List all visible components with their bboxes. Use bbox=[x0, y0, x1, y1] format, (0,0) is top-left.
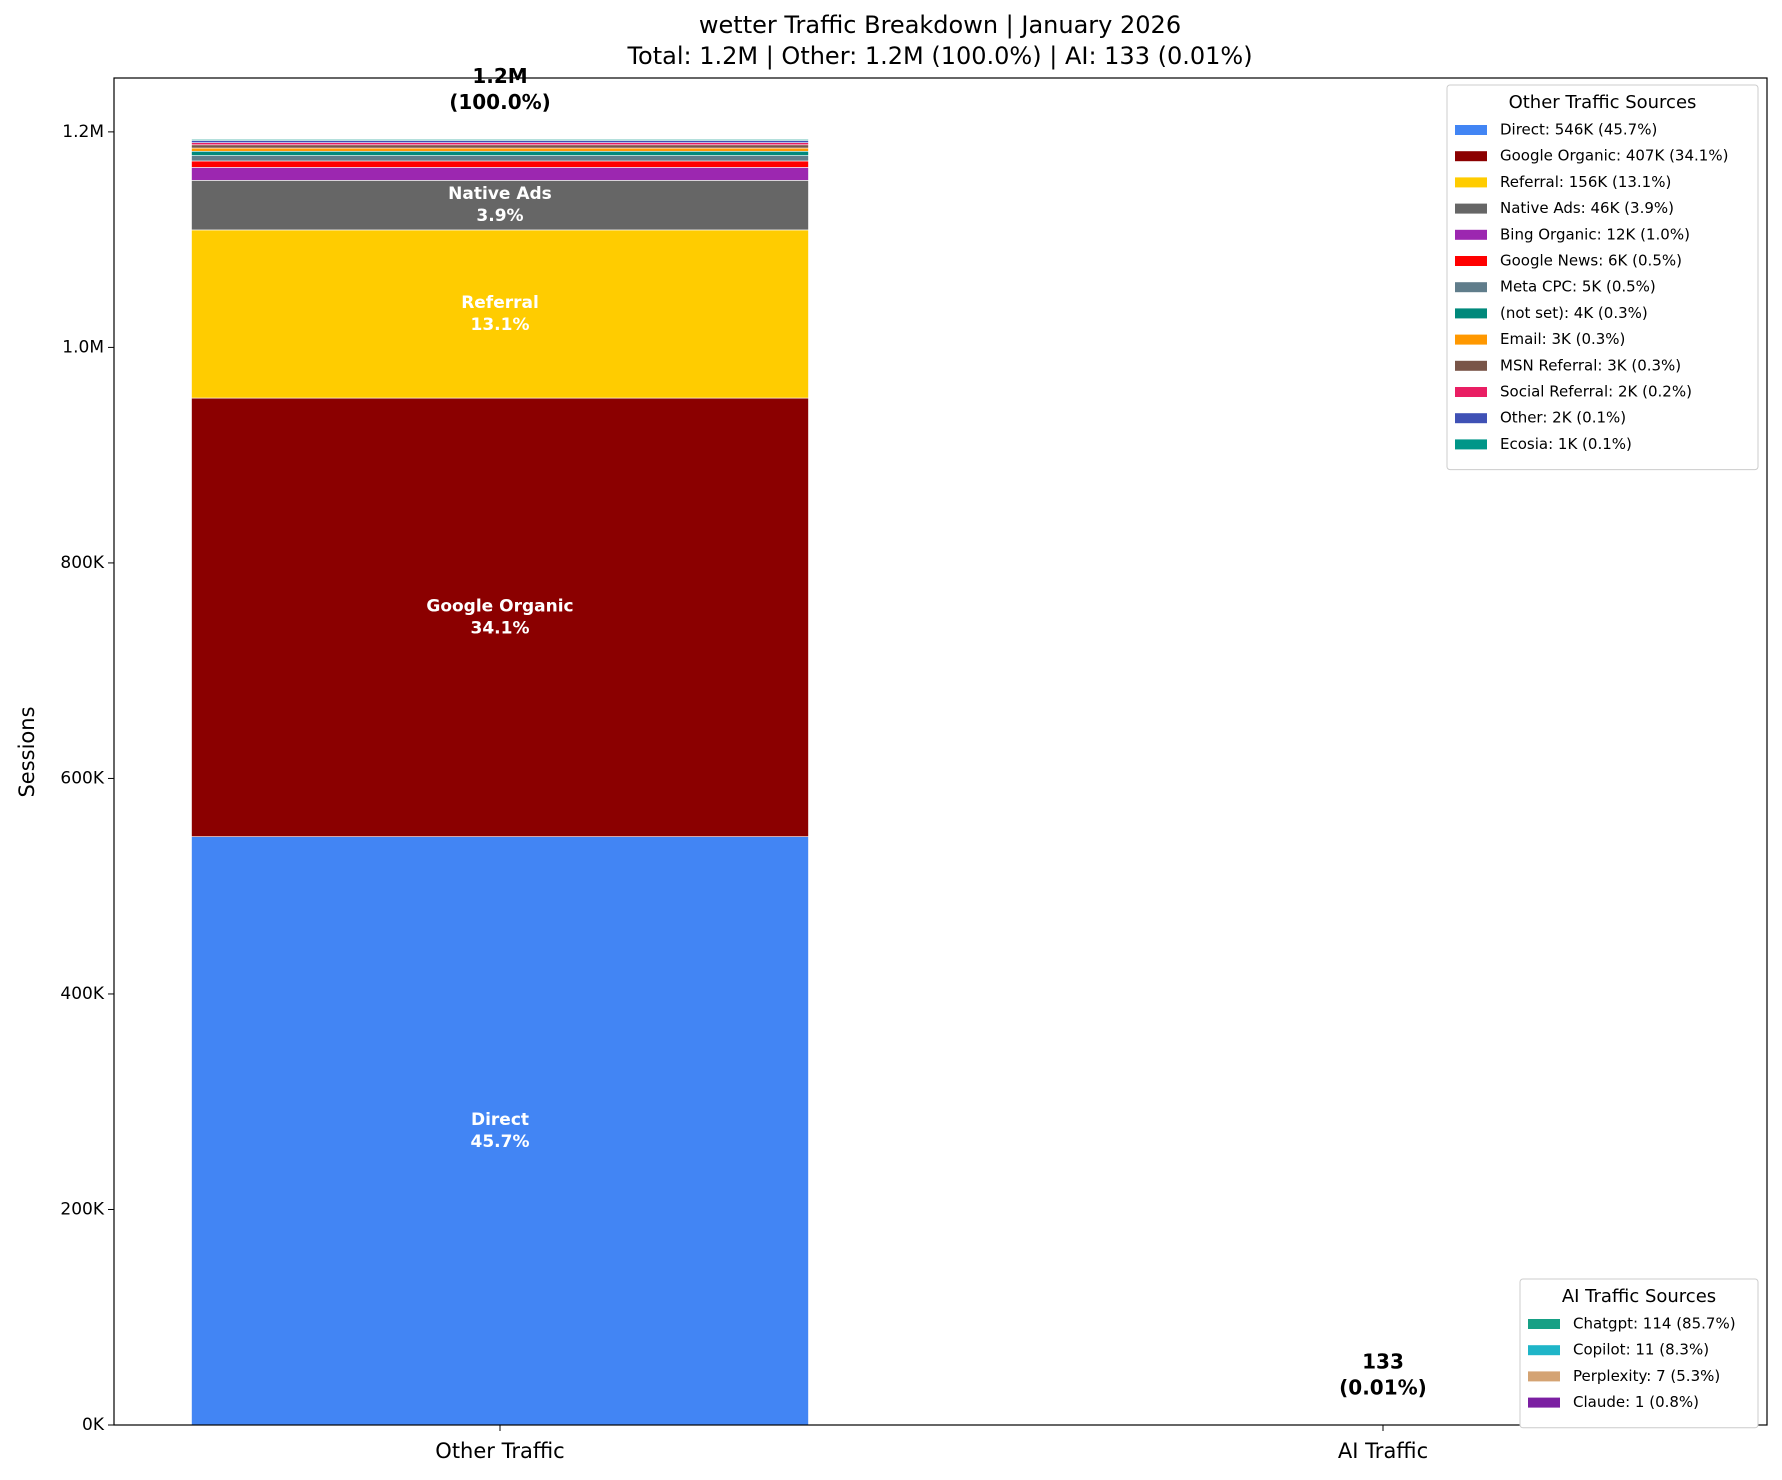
legend-label: Social Referral: 2K (0.2%) bbox=[1500, 383, 1692, 401]
legend-swatch bbox=[1455, 334, 1487, 345]
legend-swatch bbox=[1455, 439, 1487, 450]
bar-segment bbox=[191, 397, 809, 837]
segment-label: Referral bbox=[461, 293, 539, 313]
legend-box bbox=[1446, 84, 1759, 471]
y-tick-label: 1.0M bbox=[62, 337, 104, 357]
bar-segment bbox=[191, 140, 809, 143]
y-tick-label: 1.2M bbox=[62, 122, 104, 142]
legend-label: Bing Organic: 12K (1.0%) bbox=[1500, 225, 1690, 243]
total-share: (0.01%) bbox=[1339, 1375, 1427, 1399]
legend-label: Referral: 156K (13.1%) bbox=[1500, 173, 1671, 191]
segment-share: 34.1% bbox=[471, 618, 530, 638]
legend-swatch bbox=[1528, 1319, 1560, 1329]
bar-segment bbox=[191, 155, 809, 162]
legend-label: Chatgpt: 114 (85.7%) bbox=[1573, 1315, 1736, 1333]
legend-label: Other: 2K (0.1%) bbox=[1500, 409, 1626, 427]
segment-share: 3.9% bbox=[476, 206, 523, 226]
legend-label: Native Ads: 46K (3.9%) bbox=[1500, 199, 1674, 217]
segment-share: 45.7% bbox=[471, 1132, 530, 1152]
bar-segment bbox=[191, 144, 809, 149]
y-tick-label: 200K bbox=[60, 1199, 104, 1219]
legend-swatch bbox=[1455, 203, 1487, 214]
bar-segment bbox=[191, 160, 809, 168]
y-tick-label: 0K bbox=[82, 1415, 105, 1435]
legend-swatch bbox=[1455, 282, 1487, 293]
legend-swatch bbox=[1455, 360, 1487, 371]
x-tick-label: Other Traffic bbox=[435, 1439, 564, 1463]
legend-label: Copilot: 11 (8.3%) bbox=[1573, 1341, 1709, 1359]
legend-title: AI Traffic Sources bbox=[1562, 1286, 1716, 1307]
legend-label: Direct: 546K (45.7%) bbox=[1500, 121, 1657, 139]
x-tick-label: AI Traffic bbox=[1338, 1439, 1428, 1463]
segment-label: Direct bbox=[471, 1110, 529, 1130]
legend-swatch bbox=[1455, 387, 1487, 397]
segment-label: Native Ads bbox=[448, 184, 552, 204]
legend-swatch bbox=[1455, 177, 1487, 188]
legend-label: MSN Referral: 3K (0.3%) bbox=[1500, 356, 1681, 374]
chart-title: wetter Traffic Breakdown | January 2026 bbox=[699, 11, 1181, 39]
legend-label: Claude: 1 (0.8%) bbox=[1573, 1393, 1699, 1411]
y-tick-label: 400K bbox=[60, 984, 104, 1004]
y-tick-label: 800K bbox=[60, 553, 104, 573]
bar-segment bbox=[191, 836, 809, 1426]
y-axis-label: Sessions bbox=[15, 706, 39, 797]
legend-swatch bbox=[1455, 308, 1487, 319]
total-label: 1.2M bbox=[472, 64, 527, 88]
bar-segment bbox=[191, 180, 809, 231]
bar-segment bbox=[191, 139, 809, 141]
segment-share: 13.1% bbox=[471, 315, 530, 335]
total-label: 133 bbox=[1362, 1349, 1404, 1373]
total-share: (100.0%) bbox=[449, 90, 551, 114]
legend-label: (not set): 4K (0.3%) bbox=[1500, 304, 1648, 322]
legend-swatch bbox=[1455, 151, 1487, 162]
legend-label: Email: 3K (0.3%) bbox=[1500, 330, 1625, 348]
legend-swatch bbox=[1455, 256, 1487, 266]
bar-segment bbox=[191, 142, 809, 146]
bar-segment bbox=[191, 229, 809, 399]
legend-swatch bbox=[1528, 1397, 1560, 1408]
legend-label: Google News: 6K (0.5%) bbox=[1500, 252, 1682, 270]
legend-label: Meta CPC: 5K (0.5%) bbox=[1500, 278, 1656, 296]
legend-swatch bbox=[1455, 125, 1487, 135]
bar-segment bbox=[191, 147, 809, 152]
legend-swatch bbox=[1455, 229, 1487, 240]
y-tick-label: 600K bbox=[60, 768, 104, 788]
chart-subtitle: Total: 1.2M | Other: 1.2M (100.0%) | AI:… bbox=[626, 42, 1252, 70]
segment-label: Google Organic bbox=[426, 596, 573, 616]
legend-label: Google Organic: 407K (34.1%) bbox=[1500, 147, 1728, 165]
legend-swatch bbox=[1528, 1371, 1560, 1382]
legend-swatch bbox=[1528, 1345, 1560, 1356]
legend-box bbox=[1519, 1278, 1759, 1429]
legend-label: Ecosia: 1K (0.1%) bbox=[1500, 435, 1632, 453]
bar-segment bbox=[191, 167, 809, 181]
legend-swatch bbox=[1455, 413, 1487, 424]
legend-label: Perplexity: 7 (5.3%) bbox=[1573, 1367, 1720, 1385]
bar-segment bbox=[191, 150, 809, 156]
plot-frame bbox=[113, 77, 1768, 1426]
legend-title: Other Traffic Sources bbox=[1509, 92, 1697, 113]
